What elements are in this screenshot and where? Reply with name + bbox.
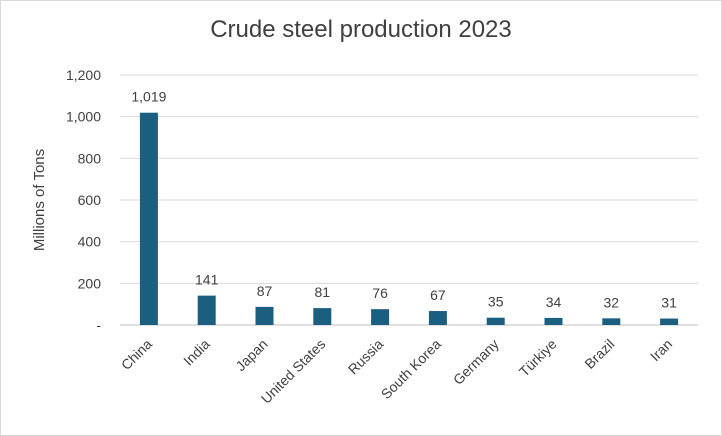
y-axis-ticks: - 200 400 600 800 1,000 1,200: [66, 67, 101, 333]
y-tick-label: 600: [78, 192, 102, 208]
chart-title: Crude steel production 2023: [210, 16, 512, 43]
bar: [602, 318, 621, 325]
y-axis-label: Millions of Tons: [31, 149, 48, 251]
x-tick-label: Brazil: [581, 336, 617, 372]
y-tick-label: 1,000: [66, 109, 101, 125]
data-label: 31: [661, 295, 677, 311]
y-tick-label: 200: [78, 275, 102, 291]
data-label: 32: [604, 294, 620, 310]
x-tick-label: Russia: [345, 336, 387, 378]
y-tick-label: 800: [78, 150, 102, 166]
data-label: 67: [430, 287, 446, 303]
gridlines: [120, 74, 698, 326]
x-tick-label: India: [180, 336, 213, 369]
y-tick-label: -: [96, 317, 101, 333]
x-tick-label: Türkiye: [516, 336, 560, 380]
y-tick-label: 400: [78, 234, 102, 250]
x-tick-label: South Korea: [378, 336, 445, 403]
bar: [197, 295, 216, 325]
bar: [313, 308, 332, 325]
x-tick-label: Japan: [232, 336, 270, 374]
data-labels: 1,019 141 87 81 76 67 35 34 32 31: [131, 89, 677, 311]
data-label: 81: [315, 284, 331, 300]
data-label: 35: [488, 294, 504, 310]
data-label: 34: [546, 294, 562, 310]
bar: [428, 311, 447, 325]
bar: [660, 318, 679, 325]
data-label: 76: [372, 285, 388, 301]
data-label: 87: [257, 283, 273, 299]
bar: [544, 317, 563, 325]
bar: [371, 309, 390, 325]
x-tick-label: Germany: [450, 336, 502, 388]
bar: [486, 317, 505, 325]
bars: [139, 112, 679, 325]
data-label: 1,019: [131, 89, 166, 105]
x-tick-label: Iran: [647, 336, 675, 364]
bar: [255, 306, 274, 325]
bar: [139, 112, 158, 325]
data-label: 141: [195, 272, 219, 288]
x-tick-label: China: [118, 336, 155, 373]
y-tick-label: 1,200: [66, 67, 101, 83]
